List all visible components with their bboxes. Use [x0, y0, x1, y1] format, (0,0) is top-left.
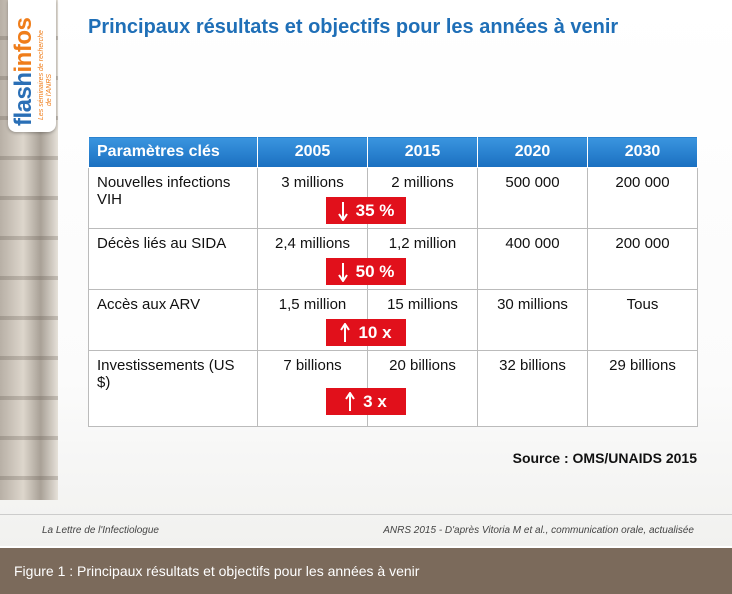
change-badge: 10 x — [326, 319, 406, 346]
logo: flashinfos Les séminaires de recherche de… — [8, 0, 56, 132]
source: Source : OMS/UNAIDS 2015 — [512, 450, 697, 466]
header-cell: 2020 — [477, 136, 588, 168]
logo-tagline: Les séminaires de recherche de l'ANRS — [38, 30, 54, 120]
footer-left: La Lettre de l'Infectiologue — [42, 525, 159, 536]
table-cell: 200 000 — [587, 228, 698, 290]
header-row: Paramètres clés 2005 2015 2020 2030 — [88, 136, 698, 168]
table-cell: 500 000 — [477, 167, 588, 229]
header-cell: Paramètres clés — [88, 136, 258, 168]
table-cell: 30 millions — [477, 289, 588, 351]
change-badge: 35 % — [326, 197, 406, 224]
table-cell: 200 000 — [587, 167, 698, 229]
change-badge: 3 x — [326, 388, 406, 415]
arrow-icon — [345, 391, 356, 411]
figure-caption: Figure 1 : Principaux résultats et objec… — [0, 548, 732, 594]
table-cell: Nouvelles infections VIH — [88, 167, 258, 229]
table-cell: Investissements (US $) — [88, 350, 258, 427]
footer-rule — [0, 514, 732, 515]
badge-label: 3 x — [363, 391, 387, 411]
badge-label: 10 x — [358, 322, 392, 342]
table-cell: Décès liés au SIDA — [88, 228, 258, 290]
table-cell: 400 000 — [477, 228, 588, 290]
table-cell: Tous — [587, 289, 698, 351]
header-cell: 2030 — [587, 136, 698, 168]
header-cell: 2005 — [257, 136, 368, 168]
arrow-icon — [340, 322, 351, 342]
slide-title: Principaux résultats et objectifs pour l… — [88, 16, 619, 38]
logo-brand: flashinfos — [10, 18, 38, 126]
logo-brand-part: flash — [10, 72, 37, 126]
arrow-icon — [337, 262, 348, 282]
footer-right: ANRS 2015 - D'après Vitoria M et al., co… — [383, 525, 694, 536]
badge-label: 50 % — [355, 261, 395, 281]
table-row: Investissements (US $) 7 billions 20 billi… — [88, 350, 698, 427]
table-cell: 29 billions — [587, 350, 698, 427]
table-cell: 32 billions — [477, 350, 588, 427]
header-cell: 2015 — [367, 136, 478, 168]
badge-label: 35 % — [355, 200, 395, 220]
table-body: Nouvelles infections VIH 3 millions 2 mill… — [88, 167, 698, 427]
tagline-line: Les séminaires de recherche — [38, 30, 45, 120]
table-cell: Accès aux ARV — [88, 289, 258, 351]
results-table: Paramètres clés 2005 2015 2020 2030 Nouvelle… — [88, 136, 698, 427]
slide: flashinfos Les séminaires de recherche de… — [0, 0, 732, 546]
change-badge: 50 % — [326, 258, 406, 285]
tagline-line: de l'ANRS — [46, 73, 53, 106]
arrow-icon — [337, 201, 348, 221]
logo-brand-part: infos — [10, 17, 37, 73]
